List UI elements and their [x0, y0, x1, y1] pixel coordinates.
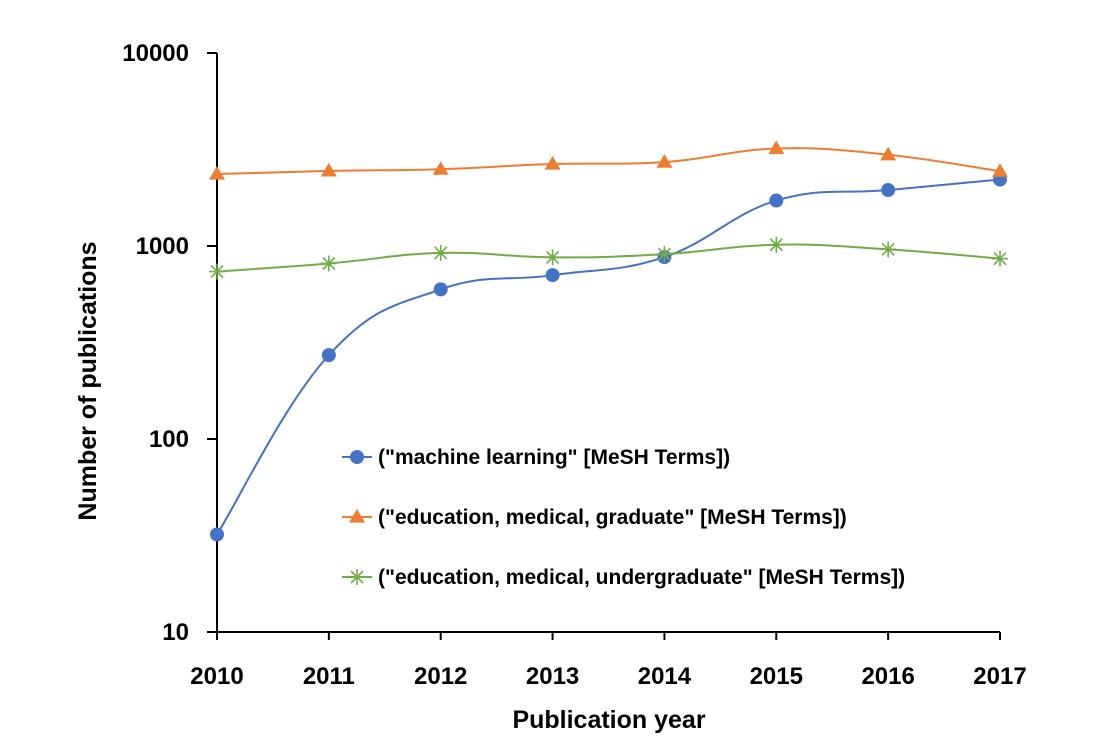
series-1: [209, 140, 1008, 180]
series-line: [216, 243, 1001, 273]
data-point: [656, 246, 673, 263]
data-point: [544, 249, 561, 266]
data-point: [433, 282, 448, 297]
x-tick-label: 2015: [750, 663, 803, 690]
legend: ("machine learning" [MeSH Terms]) ("educa…: [342, 446, 905, 589]
legend-label: ("machine learning" [MeSH Terms]): [378, 446, 730, 469]
data-point: [880, 146, 897, 161]
data-point: [320, 162, 337, 177]
data-point: [544, 155, 561, 170]
y-tick-label: 1000: [136, 233, 189, 260]
data-point: [209, 263, 225, 280]
data-point: [321, 348, 336, 363]
x-tick-label: 2017: [973, 663, 1026, 690]
data-point: [880, 241, 897, 258]
x-tick-label: 2014: [638, 663, 692, 690]
legend-item: ("education, medical, undergraduate" [Me…: [342, 566, 905, 589]
series-2: [209, 236, 1008, 280]
legend-item: ("machine learning" [MeSH Terms]): [342, 446, 730, 469]
y-tick-label: 10000: [122, 40, 189, 67]
data-point: [768, 140, 785, 155]
x-tick-label: 2010: [190, 663, 243, 690]
y-tick-label: 100: [149, 426, 189, 453]
x-tick-label: 2012: [414, 663, 467, 690]
legend-marker: [350, 450, 364, 464]
axes: 10 100 1000 10000 2010 2011 2012 2013 2014 2015 20…: [122, 40, 1026, 690]
legend-marker: [349, 569, 365, 585]
data-point: [210, 527, 224, 542]
data-point: [992, 250, 1008, 267]
legend-label: ("education, medical, undergraduate" [Me…: [378, 566, 905, 589]
series-layer: [209, 140, 1008, 542]
x-tick-label: 2011: [303, 663, 355, 690]
legend-item: ("education, medical, graduate" [MeSH Te…: [342, 506, 847, 529]
data-point: [432, 161, 449, 175]
x-tick-label: 2013: [526, 663, 579, 690]
data-point: [656, 154, 673, 168]
data-point: [992, 163, 1008, 177]
y-axis-title: Number of publications: [74, 241, 102, 520]
data-point: [320, 255, 337, 272]
data-point: [209, 166, 225, 180]
x-tick-label: 2016: [861, 663, 914, 690]
data-point: [881, 183, 896, 198]
legend-label: ("education, medical, graduate" [MeSH Te…: [378, 506, 847, 529]
y-tick-label: 10: [162, 619, 189, 646]
data-point: [769, 193, 784, 208]
legend-marker: [349, 509, 365, 523]
x-axis-title: Publication year: [512, 706, 705, 734]
series-line: [216, 147, 1001, 176]
data-point: [768, 236, 785, 253]
series-0: [210, 172, 1007, 542]
data-point: [432, 244, 449, 261]
data-point: [545, 268, 560, 283]
